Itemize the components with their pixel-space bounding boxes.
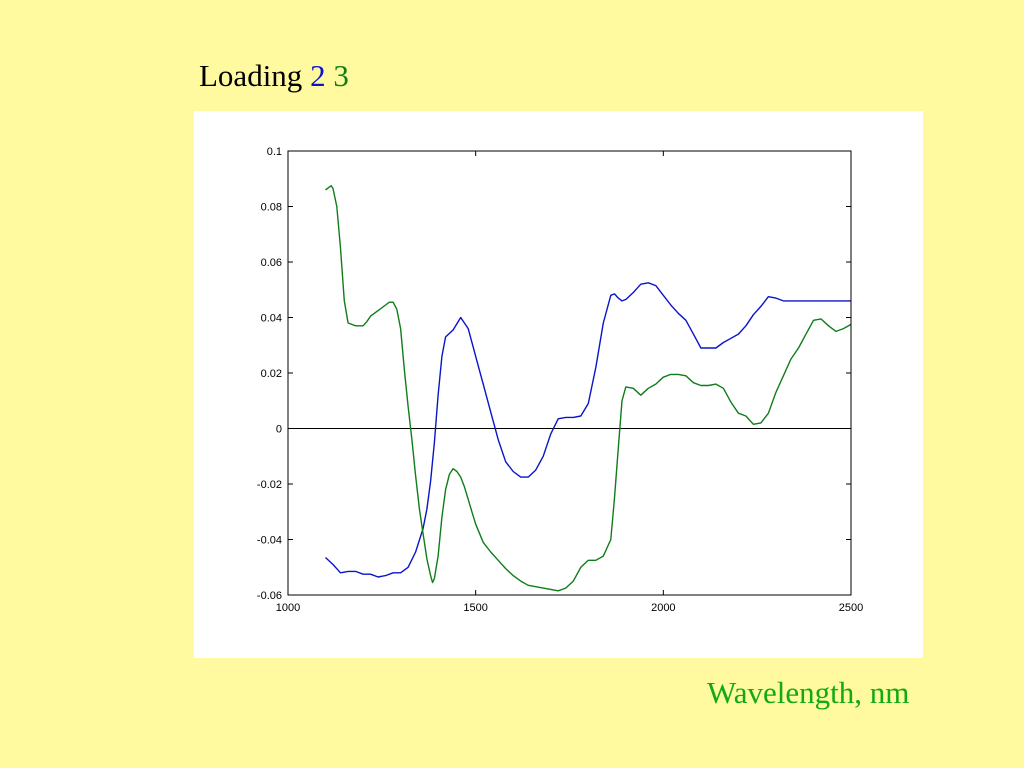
x-tick-label-1000: 1000: [276, 602, 300, 614]
plot-panel: 1000 1500 2000 2500 0.1 0.08 0.06 0.04 0.02 0 -0.0…: [194, 111, 923, 658]
y-tick-label-0.1: 0.1: [267, 146, 282, 158]
y-tick-label-0.06: 0.06: [261, 257, 282, 269]
plot-frame: [287, 150, 852, 596]
y-tick-label-0: 0: [276, 424, 282, 436]
y-tick-label--0.02: -0.02: [257, 479, 282, 491]
y-tick-label-0.08: 0.08: [261, 202, 282, 214]
y-tick-label--0.06: -0.06: [257, 590, 282, 602]
x-tick-label-2500: 2500: [839, 602, 863, 614]
x-axis-label: Wavelength, nm: [707, 675, 910, 710]
y-tick-label-0.02: 0.02: [261, 368, 282, 380]
y-tick-label-0.04: 0.04: [261, 313, 282, 325]
series-2-line: [325, 282, 851, 578]
loading-id-3: 3: [333, 58, 349, 93]
loading-id-2: 2: [310, 58, 326, 93]
x-tick-label-1500: 1500: [463, 602, 487, 614]
y-tick-label--0.04: -0.04: [257, 535, 282, 547]
slide-title: Loading 2 3: [199, 58, 349, 94]
x-tick-label-2000: 2000: [651, 602, 675, 614]
series-3-line: [325, 184, 852, 592]
spectra-chart: 1000 1500 2000 2500 0.1 0.08 0.06 0.04 0.02 0 -0.0…: [257, 146, 863, 614]
title-prefix: Loading: [199, 58, 303, 93]
